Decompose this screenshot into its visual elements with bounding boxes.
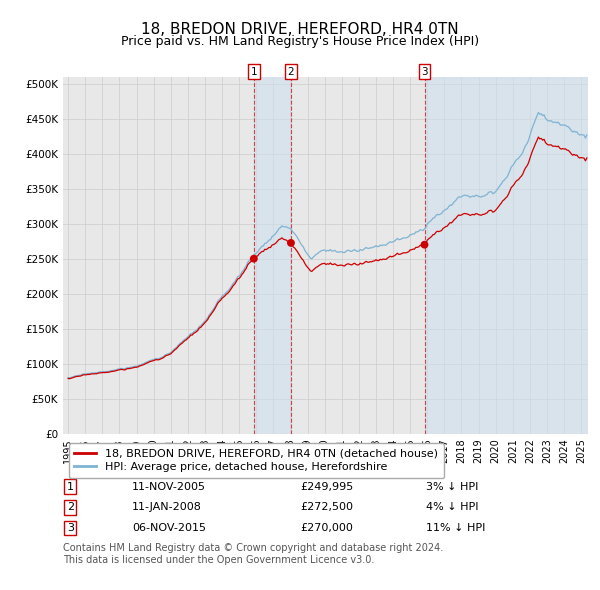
Text: £270,000: £270,000	[300, 523, 353, 533]
Bar	[254, 77, 291, 434]
Text: 2: 2	[287, 67, 294, 77]
HPI: Average price, detached house, Herefordshire: (2e+03, 7.97e+04): Average price, detached house, Herefords…	[66, 374, 73, 381]
18, BREDON DRIVE, HEREFORD, HR4 0TN (detached house)	[65, 375, 72, 382]
18, BREDON DRIVE, HEREFORD, HR4 0TN (detached house)	[583, 155, 590, 162]
Text: 18, BREDON DRIVE, HEREFORD, HR4 0TN: 18, BREDON DRIVE, HEREFORD, HR4 0TN	[141, 22, 459, 37]
HPI: Average price, detached house, Herefordshire: (2e+03, 1.28e+05): Average price, detached house, Herefords…	[176, 340, 183, 348]
Text: 11% ↓ HPI: 11% ↓ HPI	[426, 523, 485, 533]
Text: £272,500: £272,500	[300, 503, 353, 512]
Text: 3% ↓ HPI: 3% ↓ HPI	[426, 482, 478, 491]
Legend: 18, BREDON DRIVE, HEREFORD, HR4 0TN (detached house), HPI: Average price, detach: 18, BREDON DRIVE, HEREFORD, HR4 0TN (det…	[68, 443, 444, 478]
HPI: Average price, detached house, Herefordshire: (2.02e+03, 3.86e+05): Average price, detached house, Herefords…	[511, 160, 518, 167]
18, BREDON DRIVE, HEREFORD, HR4 0TN (detached house)	[562, 145, 569, 152]
HPI: Average price, detached house, Herefordshire: (2.01e+03, 2.87e+05): Average price, detached house, Herefords…	[272, 230, 280, 237]
18, BREDON DRIVE, HEREFORD, HR4 0TN (detached house)	[176, 342, 183, 349]
Bar	[425, 77, 588, 434]
Text: 2: 2	[67, 503, 74, 512]
18, BREDON DRIVE, HEREFORD, HR4 0TN (detached house)	[511, 181, 518, 188]
18, BREDON DRIVE, HEREFORD, HR4 0TN (detached house)	[208, 309, 215, 316]
Text: 11-NOV-2005: 11-NOV-2005	[132, 482, 206, 491]
HPI: Average price, detached house, Herefordshire: (2e+03, 8e+04): Average price, detached house, Herefords…	[65, 374, 72, 381]
Text: 1: 1	[67, 482, 74, 491]
Text: 3: 3	[421, 67, 428, 77]
Text: £249,995: £249,995	[300, 482, 353, 491]
Text: 3: 3	[67, 523, 74, 533]
Text: 11-JAN-2008: 11-JAN-2008	[132, 503, 202, 512]
Line: HPI: Average price, detached house, Herefordshire: HPI: Average price, detached house, Here…	[68, 112, 587, 378]
18, BREDON DRIVE, HEREFORD, HR4 0TN (detached house)	[275, 236, 283, 243]
HPI: Average price, detached house, Herefordshire: (2e+03, 1.75e+05): Average price, detached house, Herefords…	[208, 307, 215, 314]
Text: This data is licensed under the Open Government Licence v3.0.: This data is licensed under the Open Gov…	[63, 555, 374, 565]
Text: 4% ↓ HPI: 4% ↓ HPI	[426, 503, 479, 512]
HPI: Average price, detached house, Herefordshire: (2.02e+03, 4.59e+05): Average price, detached house, Herefords…	[535, 109, 542, 116]
18, BREDON DRIVE, HEREFORD, HR4 0TN (detached house)	[66, 375, 73, 382]
Text: Contains HM Land Registry data © Crown copyright and database right 2024.: Contains HM Land Registry data © Crown c…	[63, 543, 443, 553]
Text: Price paid vs. HM Land Registry's House Price Index (HPI): Price paid vs. HM Land Registry's House …	[121, 35, 479, 48]
Text: 06-NOV-2015: 06-NOV-2015	[132, 523, 206, 533]
HPI: Average price, detached house, Herefordshire: (2.01e+03, 2.93e+05): Average price, detached house, Herefords…	[275, 225, 283, 232]
Point	[249, 254, 259, 263]
HPI: Average price, detached house, Herefordshire: (2.03e+03, 4.27e+05): Average price, detached house, Herefords…	[583, 132, 590, 139]
18, BREDON DRIVE, HEREFORD, HR4 0TN (detached house)	[535, 133, 542, 140]
Line: 18, BREDON DRIVE, HEREFORD, HR4 0TN (detached house): 18, BREDON DRIVE, HEREFORD, HR4 0TN (det…	[68, 137, 587, 379]
Text: 1: 1	[251, 67, 257, 77]
Point	[420, 240, 430, 250]
HPI: Average price, detached house, Herefordshire: (2.02e+03, 4.41e+05): Average price, detached house, Herefords…	[562, 122, 569, 129]
Point	[286, 238, 296, 248]
18, BREDON DRIVE, HEREFORD, HR4 0TN (detached house)	[272, 239, 280, 246]
